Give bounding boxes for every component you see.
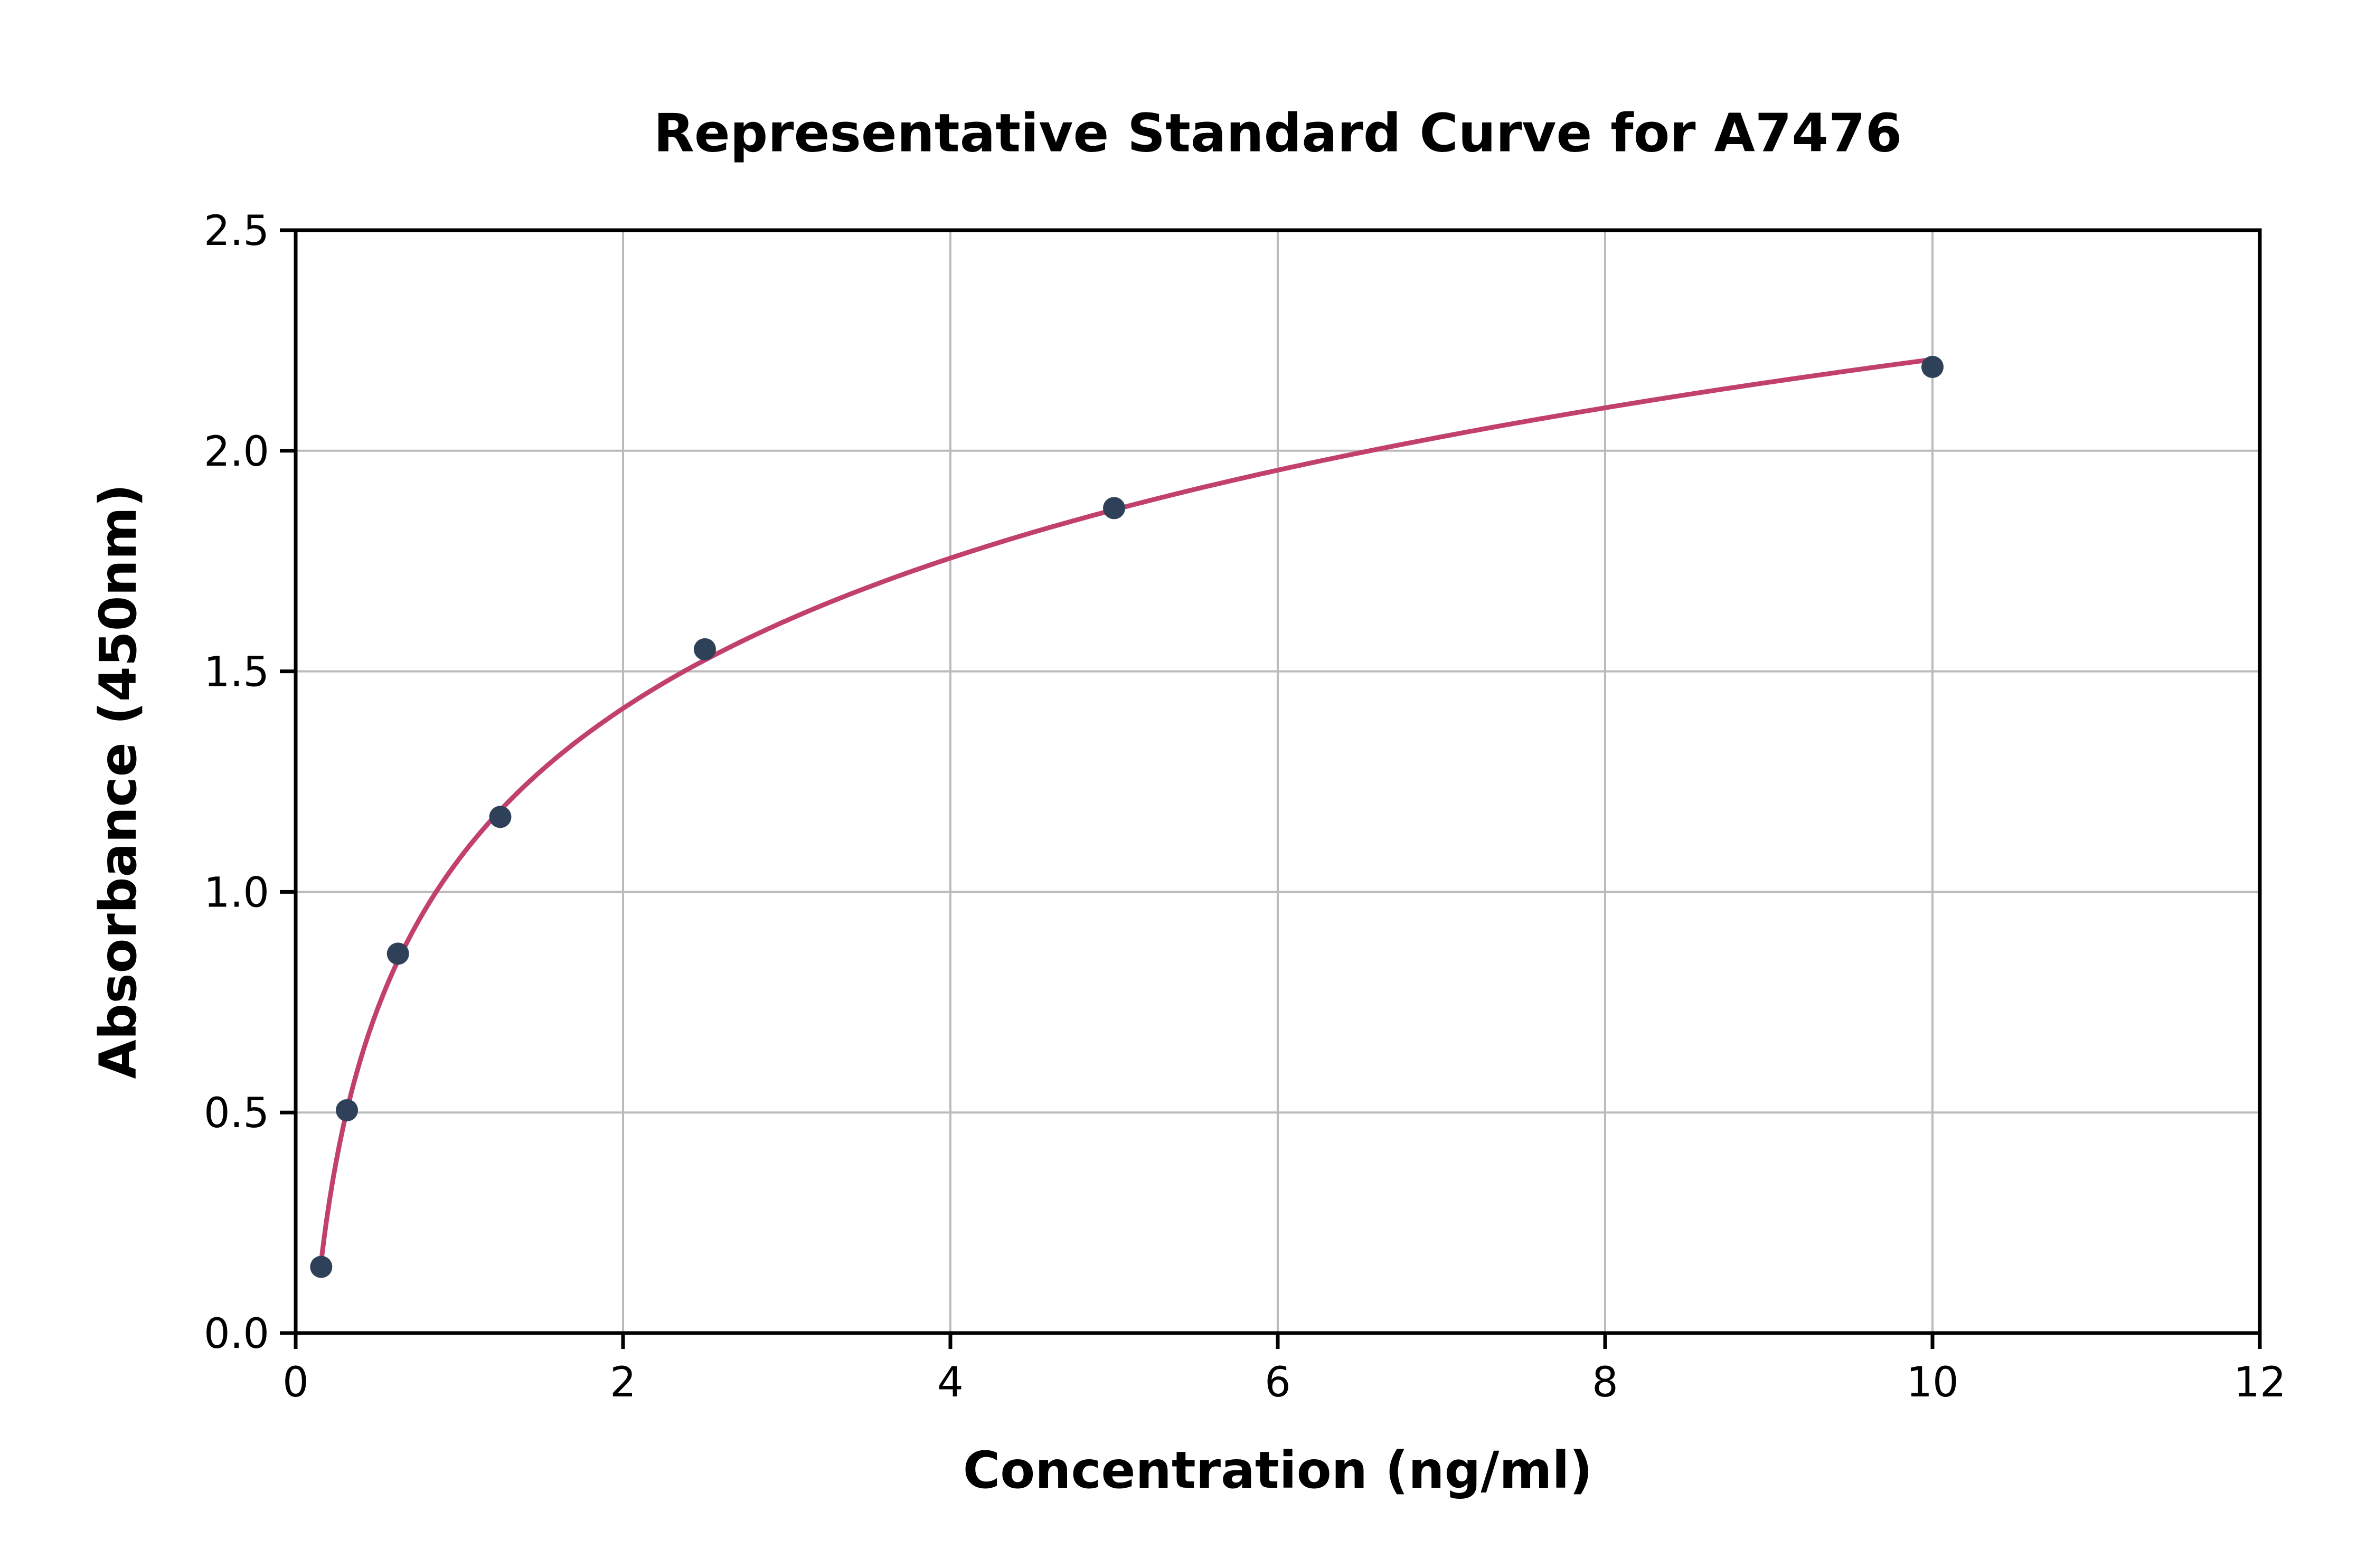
chart-title: Representative Standard Curve for A7476 [653,102,1902,164]
y-tick-label: 1.5 [204,649,269,696]
y-tick-label: 0.0 [204,1310,269,1358]
y-tick-label: 2.5 [204,207,269,255]
y-tick-label: 0.5 [204,1090,269,1137]
fit-curve [318,357,1935,1264]
x-tick-label: 12 [2233,1359,2286,1406]
data-point [310,1255,333,1278]
x-tick-label: 10 [1906,1359,1958,1406]
data-point [1103,497,1125,519]
x-tick-label: 0 [282,1359,309,1406]
y-tick-label: 1.0 [204,869,269,917]
data-point [1921,356,1944,379]
data-point [694,638,716,660]
x-axis-label: Concentration (ng/ml) [963,1441,1593,1500]
x-tick-label: 8 [1592,1359,1618,1406]
x-tick-label: 4 [937,1359,964,1406]
data-point [336,1099,359,1122]
data-point [386,942,409,965]
x-tick-label: 2 [610,1359,636,1406]
x-tick-label: 6 [1265,1359,1291,1406]
data-point [489,806,512,828]
y-tick-label: 2.0 [204,428,269,476]
